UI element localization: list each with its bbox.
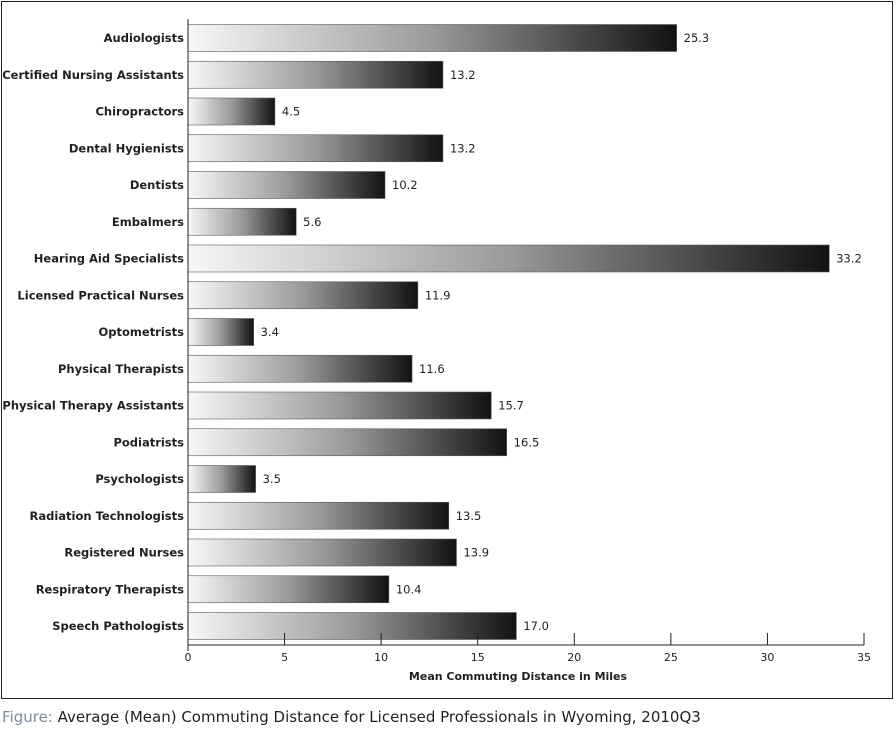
category-label: Speech Pathologists	[52, 619, 184, 633]
category-label: Respiratory Therapists	[36, 582, 184, 596]
category-label: Licensed Practical Nurses	[17, 288, 184, 302]
bar	[187, 354, 413, 383]
category-label: Audiologists	[104, 31, 185, 45]
value-label: 3.5	[263, 472, 281, 486]
value-label: 13.2	[450, 141, 476, 155]
category-label: Embalmers	[112, 215, 184, 229]
x-tick-label: 35	[857, 651, 871, 664]
category-label: Registered Nurses	[64, 546, 184, 560]
bar	[187, 575, 390, 604]
x-tick-label: 15	[471, 651, 485, 664]
category-label: Certified Nursing Assistants	[2, 68, 184, 82]
bar	[187, 501, 450, 530]
x-tick-label: 5	[281, 651, 288, 664]
x-tick-label: 0	[185, 651, 192, 664]
value-label: 16.5	[514, 435, 540, 449]
category-label: Dentists	[130, 178, 184, 192]
category-label: Physical Therapy Assistants	[2, 399, 184, 413]
bar	[187, 465, 256, 493]
x-tick-label: 25	[664, 651, 678, 664]
bar	[187, 97, 276, 126]
value-label: 5.6	[303, 215, 321, 229]
bar	[187, 207, 297, 236]
x-tick-label: 30	[760, 651, 774, 664]
category-label: Hearing Aid Specialists	[34, 252, 184, 266]
chart-frame: Audiologists 25.3 Certified Nursing Assist…	[1, 1, 893, 699]
value-label: 3.4	[261, 325, 279, 339]
bar	[187, 318, 254, 346]
bar	[187, 60, 444, 89]
category-label: Chiropractors	[95, 105, 184, 119]
bar	[187, 134, 444, 163]
value-label: 15.7	[498, 399, 524, 413]
category-label: Optometrists	[99, 325, 185, 339]
value-label: 33.2	[836, 252, 862, 266]
bar	[187, 428, 507, 457]
value-label: 13.9	[463, 546, 489, 560]
bar	[187, 391, 492, 420]
value-label: 11.9	[425, 288, 451, 302]
bar	[187, 244, 830, 273]
figure-caption: Figure: Average (Mean) Commuting Distanc…	[2, 708, 701, 726]
bar	[187, 171, 386, 199]
x-axis-title: Mean Commuting Distance in Miles	[409, 670, 628, 683]
bar	[187, 538, 457, 567]
category-label: Podiatrists	[113, 435, 184, 449]
value-label: 10.4	[396, 582, 422, 596]
x-tick-label: 20	[567, 651, 581, 664]
value-label: 17.0	[523, 619, 549, 633]
caption-text: Average (Mean) Commuting Distance for Li…	[52, 708, 701, 726]
category-label: Psychologists	[95, 472, 184, 486]
caption-prefix: Figure:	[2, 708, 53, 726]
value-label: 13.5	[456, 509, 482, 523]
bar	[187, 612, 517, 640]
value-label: 11.6	[419, 362, 445, 376]
bar	[187, 281, 419, 310]
value-label: 4.5	[282, 105, 300, 119]
value-label: 13.2	[450, 68, 476, 82]
value-label: 25.3	[684, 31, 710, 45]
value-label: 10.2	[392, 178, 418, 192]
category-label: Physical Therapists	[58, 362, 184, 376]
bar-chart: Audiologists 25.3 Certified Nursing Assist…	[2, 19, 871, 683]
category-label: Radiation Technologists	[30, 509, 185, 523]
category-label: Dental Hygienists	[69, 141, 184, 155]
bar	[187, 24, 677, 52]
x-tick-label: 10	[374, 651, 388, 664]
